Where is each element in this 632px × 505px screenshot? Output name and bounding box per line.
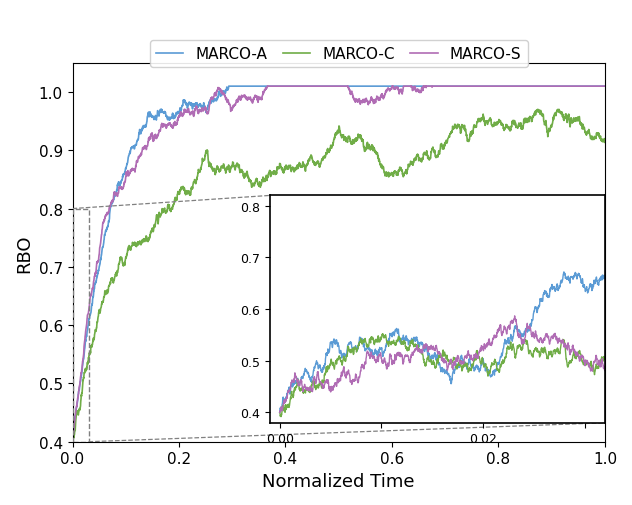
Line: MARCO-C: MARCO-C [73,110,605,442]
MARCO-S [601,84,609,90]
Legend: MARCO-A, MARCO-C, MARCO-S: MARCO-A, MARCO-C, MARCO-S [150,41,528,68]
MARCO-C [296,163,303,169]
MARCO-A [591,84,599,90]
MARCO-A [601,84,609,90]
MARCO-S [69,439,76,445]
MARCO-C [130,240,137,246]
MARCO-A [69,439,76,445]
Line: MARCO-A: MARCO-A [73,87,605,442]
MARCO-A [296,84,304,90]
MARCO-C [533,107,541,113]
Bar [73,209,88,442]
MARCO-S [130,167,137,173]
Line: MARCO-S: MARCO-S [73,87,605,442]
MARCO-A [161,111,169,117]
X-axis label: Normalized Time: Normalized Time [262,472,415,490]
MARCO-C [273,169,281,175]
MARCO-S [273,84,281,90]
MARCO-C [533,109,541,115]
MARCO-C [161,208,169,214]
Y-axis label: RBO: RBO [15,234,33,272]
MARCO-A [130,144,137,150]
MARCO-A [533,84,541,90]
MARCO-S [161,122,169,128]
MARCO-A [225,84,233,90]
MARCO-S [264,84,271,90]
MARCO-S [591,84,599,90]
MARCO-S [533,84,541,90]
MARCO-C [591,134,599,140]
MARCO-C [69,439,76,445]
MARCO-S [296,84,304,90]
MARCO-A [273,84,281,90]
MARCO-C [601,138,609,144]
